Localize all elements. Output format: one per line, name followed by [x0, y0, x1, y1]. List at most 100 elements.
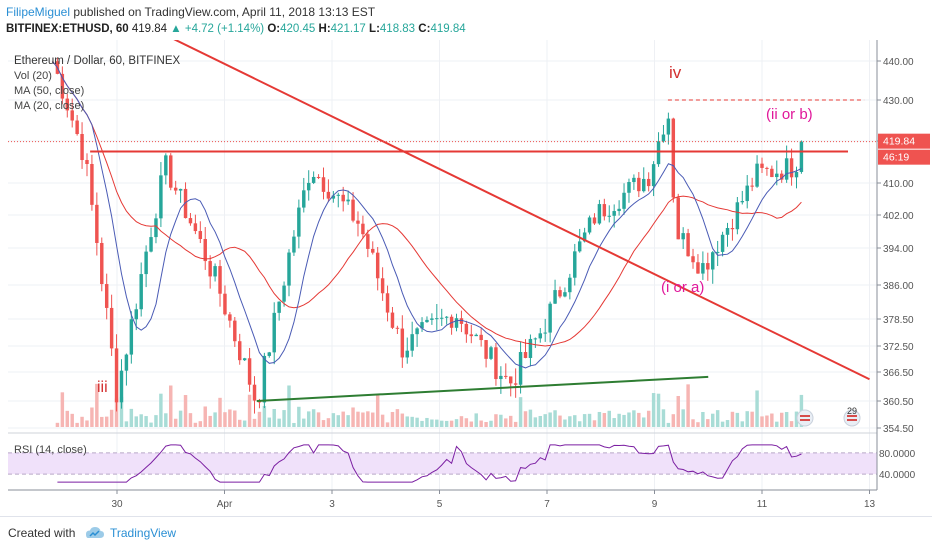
candle-body [711, 252, 715, 270]
volume-bar [277, 418, 281, 427]
candle-body [380, 278, 385, 294]
candle-body [420, 322, 424, 329]
candle-body [632, 177, 636, 183]
legend-ma-50: MA (50, close) [14, 85, 84, 97]
volume-bar [287, 385, 291, 427]
volume-bar [449, 420, 454, 427]
flag-stripe-icon [800, 419, 810, 421]
volume-bar [247, 394, 252, 427]
candle-body [725, 227, 730, 235]
candle-body [794, 171, 799, 178]
wave-label-iii: iii [97, 379, 108, 396]
volume-bar [55, 422, 60, 427]
volume-bar [617, 413, 621, 427]
volume-bar [75, 422, 79, 427]
volume-bar [607, 410, 611, 427]
ma-20-line [52, 60, 802, 369]
candle-body [134, 309, 138, 320]
volume-bar [504, 418, 508, 427]
candle-body [95, 204, 99, 243]
candle-body [730, 227, 735, 230]
candle-body [676, 197, 680, 240]
volume-bar [568, 416, 572, 427]
economic-event-flag-icon [796, 409, 814, 427]
volume-bar [637, 412, 641, 427]
candle-body [681, 233, 685, 240]
candle-body [356, 220, 360, 224]
candle-body [129, 319, 134, 355]
volume-bar [356, 411, 360, 427]
price-tick-label: 378.50 [883, 315, 914, 326]
volume-bar [666, 422, 671, 427]
symbol-name: BITFINEX:ETHUSD, 60 [6, 23, 129, 35]
candle-body [238, 341, 242, 361]
wave-label-i-or-a: (i or a) [661, 279, 704, 296]
volume-bar [60, 392, 65, 427]
candle-body [671, 118, 676, 198]
publish-info: published on TradingView.com, April 11, … [73, 5, 376, 19]
candle-body [346, 199, 350, 202]
candle-body [592, 217, 597, 224]
volume-bar [597, 411, 602, 427]
candle-body [306, 182, 311, 191]
low-label: L: [369, 23, 380, 35]
candle-body [425, 319, 429, 323]
volume-bar [612, 418, 616, 427]
volume-bar [395, 409, 400, 427]
candle-body [193, 223, 198, 232]
volume-bar [385, 422, 390, 427]
candle-body [75, 120, 79, 135]
volume-bar [553, 410, 557, 427]
candle-body [109, 307, 114, 349]
author-link[interactable]: FilipeMiguel [6, 5, 71, 19]
volume-bar [336, 415, 340, 427]
volume-bar [543, 414, 547, 427]
wave-label-iv: iv [669, 63, 682, 82]
candle-body [612, 211, 616, 216]
volume-bar [558, 415, 562, 427]
volume-bar [479, 420, 483, 427]
candle-body [745, 185, 749, 202]
tradingview-link[interactable]: TradingView [110, 526, 177, 540]
volume-bar [656, 393, 661, 427]
volume-bar [400, 413, 405, 427]
price-tick-label: 410.00 [883, 179, 914, 190]
candle-body [178, 188, 183, 191]
volume-bar [242, 420, 247, 427]
candle-body [474, 334, 478, 337]
price-tick-label: 402.00 [883, 211, 914, 222]
candle-body [144, 251, 148, 275]
candle-body [706, 263, 710, 270]
price-tick-label: 366.50 [883, 368, 914, 379]
candle-body [489, 347, 493, 359]
candle-body [183, 188, 188, 219]
volume-bar [119, 396, 124, 427]
event-count-label: 29 [847, 406, 857, 416]
candle-body [104, 284, 109, 308]
volume-bar [80, 416, 84, 427]
volume-bar [711, 413, 715, 427]
candle-body [765, 167, 769, 169]
candle-body [646, 178, 651, 187]
candle-body [70, 110, 74, 121]
countdown-tag-label: 46:19 [883, 152, 909, 164]
candle-body [444, 316, 449, 318]
volume-bar [533, 417, 538, 427]
candle-body [479, 334, 483, 341]
candle-body [597, 204, 602, 224]
volume-bar [114, 398, 119, 427]
candle-body [351, 199, 355, 221]
candle-body [247, 358, 252, 385]
countdown-tag [878, 149, 930, 165]
legend-volume: Vol (20) [14, 70, 52, 82]
candle-body [499, 375, 503, 380]
volume-bar [632, 410, 636, 427]
candle-body [553, 290, 557, 304]
volume-bar [351, 407, 355, 427]
volume-bar [760, 416, 764, 427]
volume-bar [464, 418, 469, 427]
candle-body [720, 234, 725, 252]
created-with-text: Created with [8, 526, 76, 540]
candle-body [504, 375, 508, 377]
price-chart[interactable]: 354.50 360.50 366.50 372.50 378.50 386.00 394.… [0, 40, 932, 516]
